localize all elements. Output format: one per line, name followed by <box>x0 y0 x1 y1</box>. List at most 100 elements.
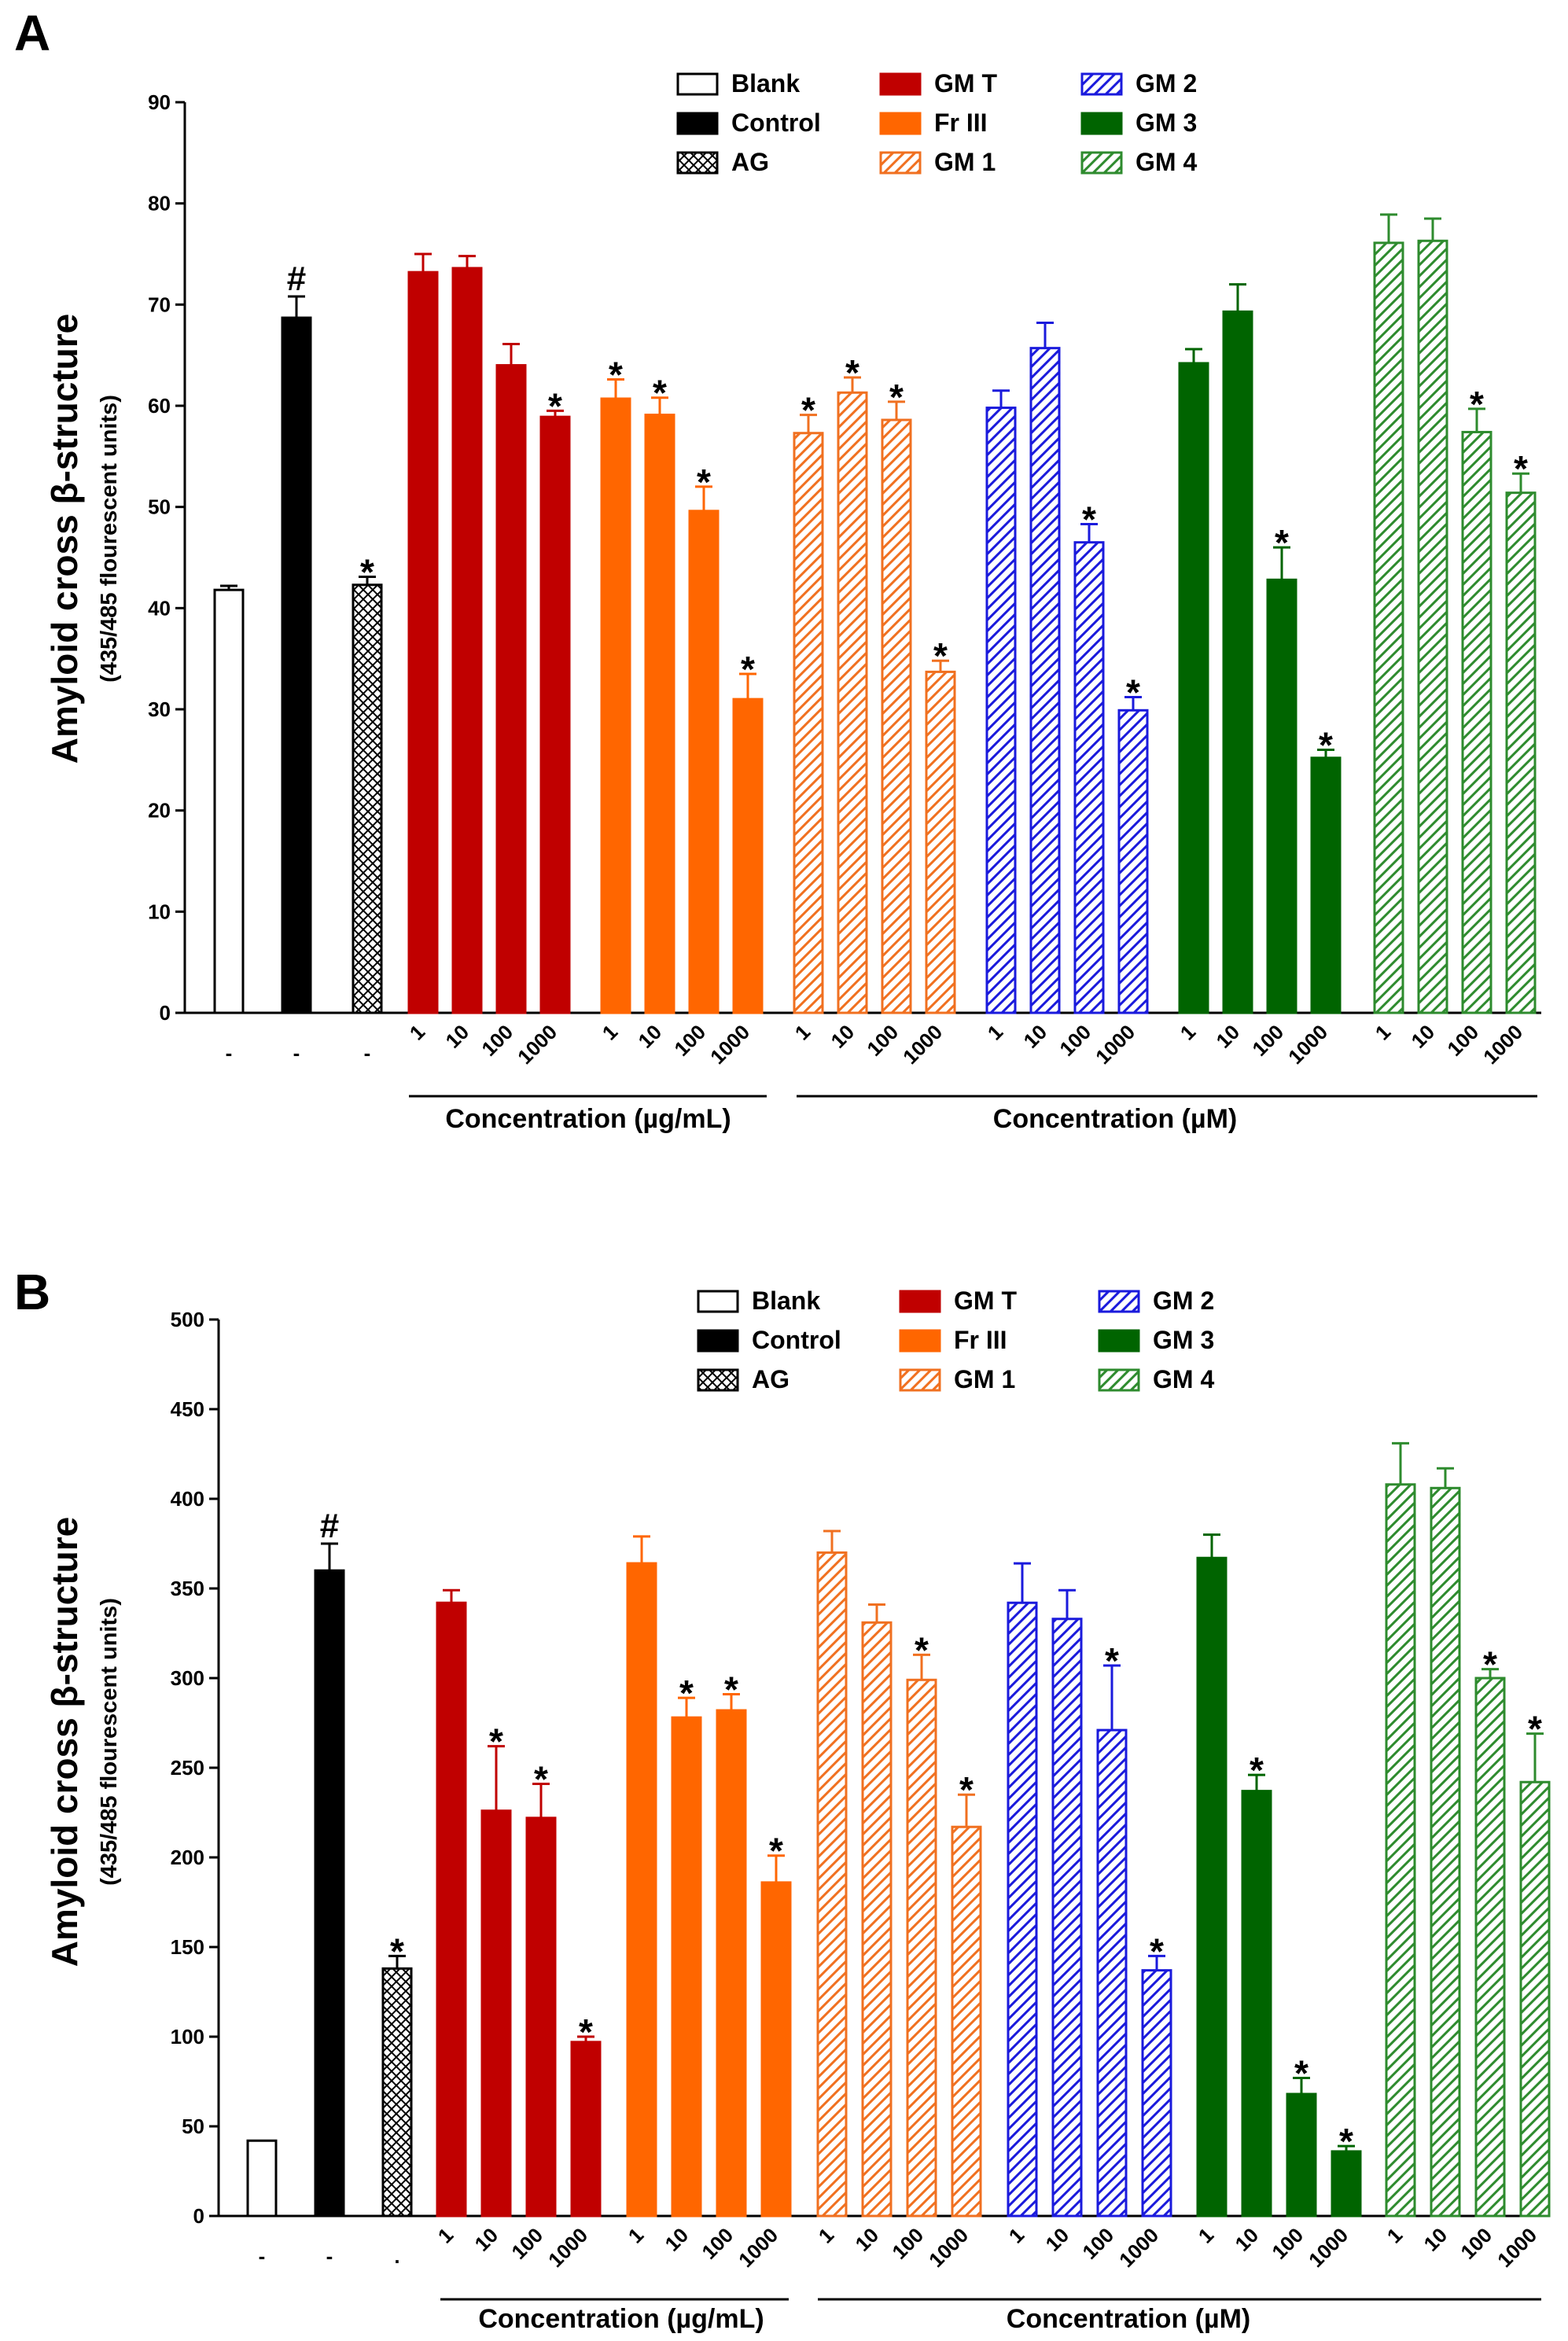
panel-b-bar-gm-3-10: * <box>1241 1750 1272 2218</box>
panel-a-legend-gm-3: GM 3 <box>1080 109 1197 137</box>
panel-b-bar-fr-iii-100-significance: * <box>724 1669 738 1710</box>
panel-b-xtick-dose: 1000 <box>1114 2223 1163 2272</box>
panel-a-letter: A <box>14 5 50 61</box>
panel-a-xtick-dose: 1 <box>1176 1020 1200 1044</box>
panel-b-bar-gm-1-10-rect <box>861 1621 893 2218</box>
panel-b-bar-fr-iii-1000: * <box>760 1831 792 2218</box>
panel-a-legend-label: Control <box>731 109 821 137</box>
panel-b-legend-label: Fr III <box>954 1326 1007 1354</box>
panel-b-bar-gm-t-1000-significance: * <box>579 2012 593 2052</box>
panel-b-xtick-dose: 10 <box>661 2223 694 2256</box>
panel-a-bar-gm-t-1000-rect <box>539 415 571 1014</box>
panel-a-xtick-dose: 1000 <box>898 1020 947 1069</box>
panel-a-ytick-label: 80 <box>148 192 171 215</box>
panel-b-legend-swatch <box>1098 1368 1140 1392</box>
panel-a-bar-gm-1-1000: * <box>925 635 956 1014</box>
panel-a-bar-gm-2-10 <box>1029 321 1061 1014</box>
panel-a-bar-gm-t-1000-significance: * <box>548 385 562 426</box>
panel-b-bar-gm-1-1000: * <box>951 1769 982 2218</box>
panel-a-conc-um: Concentration (µM) <box>993 1104 1237 1134</box>
panel-a-bar-fr-iii-100-rect <box>688 510 720 1014</box>
panel-b-ytick-label: 400 <box>171 1487 204 1511</box>
panel-a-bar-control: # <box>281 259 312 1014</box>
panel-b-legend-label: GM 1 <box>954 1365 1015 1393</box>
panel-b-ytick-label: 450 <box>171 1397 204 1421</box>
panel-a-bar-gm-t-1 <box>407 252 439 1014</box>
panel-a-bar-fr-iii-10-rect <box>644 414 675 1014</box>
panel-b-bar-gm-3-100-rect <box>1286 2093 1317 2218</box>
panel-a-xtick-dose: 1 <box>598 1020 622 1044</box>
panel-b-conc-ugml: Concentration (µg/mL) <box>478 2304 764 2334</box>
panel-a-bar-gm-1-1000-rect <box>925 670 956 1014</box>
panel-a-legend-label: GM 1 <box>934 148 996 176</box>
panel-b-bar-gm-2-1 <box>1007 1562 1038 2218</box>
panel-a-bar-fr-iii-100: * <box>688 462 720 1014</box>
panel-a-bar-gm-1-10: * <box>837 352 868 1014</box>
panel-b-xtick-dose: 1 <box>1194 2223 1218 2247</box>
panel-b-xtick-dose: 10 <box>851 2223 884 2256</box>
panel-b-legend-label: GM 3 <box>1153 1326 1214 1354</box>
panel-b-bar-control-significance: # <box>320 1507 339 1545</box>
panel-a-bar-gm-4-100: * <box>1461 384 1493 1014</box>
panel-b-bar-ag-rect <box>381 1967 413 2218</box>
panel-b-bar-fr-iii-1000-significance: * <box>769 1831 783 1872</box>
panel-a-xtick-dose: 1000 <box>1478 1020 1527 1069</box>
panel-a-xtick-dose: 1000 <box>513 1020 561 1069</box>
panel-b-legend-ag: AG <box>697 1365 790 1393</box>
panel-b-xtick-dose: 10 <box>1231 2223 1264 2256</box>
panel-b-bar-fr-iii-10-rect <box>671 1716 702 2218</box>
panel-b-xtick-dose: 10 <box>470 2223 503 2256</box>
panel-b-bar-gm-t-100-significance: * <box>534 1759 548 1800</box>
panel-a-xtick-dose: 100 <box>1055 1020 1095 1061</box>
panel-a-xtick-blank: - <box>226 1041 233 1065</box>
panel-a-bar-gm-2-1000-rect <box>1117 709 1149 1014</box>
panel-b-bar-fr-iii-100: * <box>716 1669 747 2218</box>
panel-a-bar-gm-4-1000: * <box>1505 448 1537 1014</box>
panel-a-xtick-dose: 100 <box>669 1020 710 1061</box>
panel-a-xtick-dose: 10 <box>1019 1020 1052 1053</box>
panel-b-legend-swatch <box>1098 1290 1140 1313</box>
panel-a-bar-gm-4-10-rect <box>1417 239 1448 1014</box>
panel-a-legend-gm-1: GM 1 <box>879 148 996 176</box>
panel-a-bar-fr-iii-1-significance: * <box>609 355 623 396</box>
panel-b-bar-gm-3-100-significance: * <box>1294 2052 1309 2093</box>
panel-a-bar-gm-4-10 <box>1417 217 1448 1014</box>
panel-b-legend-control: Control <box>697 1326 841 1354</box>
panel-b-legend-label: AG <box>752 1365 790 1393</box>
panel-b-ytick-label: 0 <box>193 2204 204 2228</box>
panel-b-bar-gm-2-1000: * <box>1141 1931 1172 2218</box>
panel-b-bar-gm-4-1000-significance: * <box>1528 1709 1542 1750</box>
panel-a-bar-gm-t-1-rect <box>407 271 439 1014</box>
panel-a-bar-fr-iii-1-rect <box>600 397 631 1014</box>
panel-b-xtick-dose: 100 <box>887 2223 928 2264</box>
panel-b-bar-gm-t-1-rect <box>436 1601 467 2218</box>
panel-b-ylabel: Amyloid cross β-structure <box>44 1517 85 1967</box>
panel-b-xtick-dose: 100 <box>1456 2223 1496 2264</box>
panel-b-bar-gm-2-1000-significance: * <box>1150 1931 1164 1971</box>
panel-b-bar-gm-4-10-rect <box>1430 1486 1461 2218</box>
panel-a-xtick-dose: 1 <box>790 1020 815 1044</box>
panel-a-legend-label: AG <box>731 148 769 176</box>
panel-a-legend-label: GM 3 <box>1136 109 1197 137</box>
panel-a-xtick-dose: 100 <box>477 1020 517 1061</box>
panel-b-legend-swatch <box>899 1368 941 1392</box>
panel-a-bar-gm-2-1-rect <box>985 407 1017 1014</box>
panel-a-legend-swatch <box>879 72 922 96</box>
panel-b-bar-gm-3-1-rect <box>1196 1556 1228 2218</box>
panel-a-xtick-dose: 1 <box>1371 1020 1395 1044</box>
panel-a-xtick-dose: 10 <box>1407 1020 1440 1053</box>
panel-b-ytick-label: 250 <box>171 1756 204 1780</box>
panel-a-xtick-ag: - <box>364 1041 371 1065</box>
panel-b-bar-gm-2-1-rect <box>1007 1601 1038 2218</box>
panel-b-bar-fr-iii-1 <box>626 1535 657 2218</box>
panel-b-xtick-dose: 1 <box>814 2223 838 2247</box>
panel-b-legend-swatch <box>899 1329 941 1353</box>
panel-a-ytick-label: 40 <box>148 596 171 620</box>
panel-b-bar-gm-t-1000: * <box>570 2012 602 2218</box>
panel-a-xtick-dose: 1 <box>983 1020 1007 1044</box>
panel-a-bar-fr-iii-10-significance: * <box>653 373 667 414</box>
panel-b-legend-swatch <box>697 1290 739 1313</box>
panel-a-xtick-dose: 1000 <box>1283 1020 1332 1069</box>
panel-a-bar-gm-1-1: * <box>793 390 824 1014</box>
panel-a-bar-control-significance: # <box>287 259 306 298</box>
